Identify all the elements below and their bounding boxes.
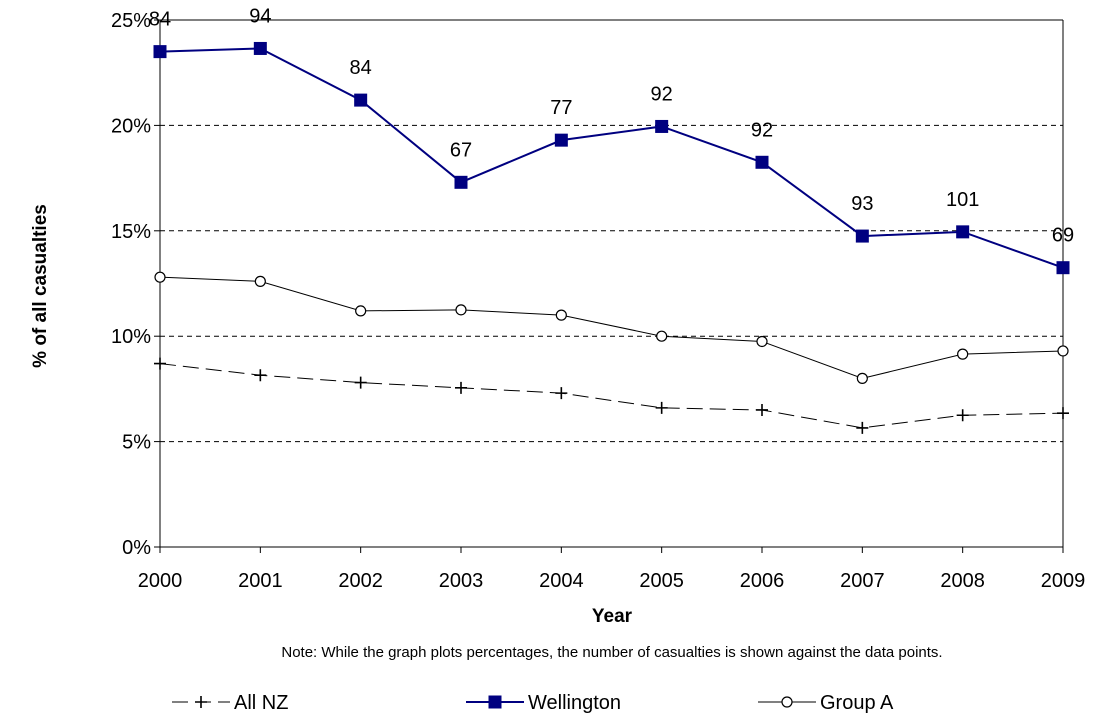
plus-marker bbox=[1057, 407, 1069, 420]
circle-marker bbox=[355, 305, 367, 317]
x-tick-label: 2001 bbox=[238, 570, 283, 592]
square-marker bbox=[755, 155, 769, 169]
data-labels: 84 94 84 67 77 92 92 93 101 69 bbox=[149, 5, 1074, 246]
x-tick-label: 2003 bbox=[439, 570, 484, 592]
series-line bbox=[159, 276, 1064, 379]
axes bbox=[154, 19, 1064, 553]
series-group-a bbox=[154, 271, 1069, 384]
x-tick-label: 2007 bbox=[840, 570, 885, 592]
circle-marker bbox=[957, 348, 969, 360]
legend-item-wellington: Wellington bbox=[466, 692, 621, 714]
legend-item-all-nz: All NZ bbox=[172, 692, 288, 714]
legend-label: All NZ bbox=[234, 692, 288, 714]
x-tick-labels: 2000 2001 2002 2003 2004 2005 2006 2007 2008 2009 bbox=[138, 570, 1086, 592]
circle-marker bbox=[254, 275, 266, 287]
y-tick-label: 5% bbox=[122, 432, 151, 454]
data-label: 69 bbox=[1052, 225, 1074, 247]
square-marker bbox=[488, 695, 502, 709]
legend-label: Group A bbox=[820, 692, 894, 714]
series-wellington bbox=[153, 41, 1070, 275]
plus-marker bbox=[455, 381, 467, 394]
plus-marker bbox=[354, 376, 367, 389]
data-label: 101 bbox=[946, 189, 979, 211]
circle-marker bbox=[455, 304, 467, 316]
circle-marker bbox=[756, 335, 768, 348]
y-tick-label: 20% bbox=[111, 115, 151, 137]
y-tick-label: 0% bbox=[122, 537, 151, 559]
plus-marker bbox=[956, 409, 969, 422]
legend-label: Wellington bbox=[528, 692, 621, 714]
data-label: 84 bbox=[149, 9, 171, 31]
plus-marker bbox=[154, 357, 166, 370]
square-marker bbox=[855, 229, 869, 243]
plus-marker bbox=[254, 369, 267, 382]
data-label: 77 bbox=[550, 97, 572, 119]
x-tick-label: 2008 bbox=[940, 570, 985, 592]
y-tick-label: 15% bbox=[111, 221, 151, 243]
plus-marker bbox=[756, 403, 768, 416]
plus-marker bbox=[195, 696, 207, 708]
legend-item-group-a: Group A bbox=[758, 692, 894, 714]
square-marker bbox=[153, 45, 167, 59]
x-tick-label: 2005 bbox=[639, 570, 684, 592]
data-label: 93 bbox=[851, 193, 873, 215]
square-marker bbox=[1056, 261, 1070, 275]
circle-marker bbox=[781, 696, 793, 708]
x-tick-label: 2002 bbox=[338, 570, 383, 592]
series-layer bbox=[153, 41, 1070, 434]
data-label: 92 bbox=[651, 83, 673, 105]
circle-marker bbox=[154, 271, 166, 283]
chart-note: Note: While the graph plots percentages,… bbox=[281, 644, 942, 661]
y-tick-label: 10% bbox=[111, 326, 151, 348]
series-line bbox=[159, 363, 1064, 429]
x-tick-label: 2004 bbox=[539, 570, 584, 592]
legend: All NZ Wellington Group A bbox=[172, 692, 894, 714]
plus-marker bbox=[655, 401, 668, 414]
y-tick-label: 25% bbox=[111, 10, 151, 32]
circle-marker bbox=[1057, 345, 1069, 357]
plus-marker bbox=[856, 421, 869, 434]
series-all-nz bbox=[154, 357, 1069, 434]
x-axis-title: Year bbox=[592, 606, 633, 627]
x-tick-label: 2000 bbox=[138, 570, 183, 592]
square-marker bbox=[655, 119, 669, 133]
square-marker bbox=[554, 133, 568, 147]
square-marker bbox=[454, 175, 468, 189]
series-line bbox=[159, 47, 1064, 269]
y-axis-title: % of all casualties bbox=[30, 204, 51, 368]
x-tick-label: 2009 bbox=[1041, 570, 1086, 592]
circle-marker bbox=[555, 309, 567, 321]
circle-marker bbox=[656, 330, 668, 342]
gridlines bbox=[160, 124, 1063, 443]
data-label: 94 bbox=[249, 5, 271, 27]
data-label: 67 bbox=[450, 139, 472, 161]
data-label: 84 bbox=[350, 57, 372, 79]
square-marker bbox=[354, 93, 368, 107]
y-tick-labels: 0% 5% 10% 15% 20% 25% bbox=[111, 10, 151, 559]
square-marker bbox=[956, 225, 970, 239]
plus-marker bbox=[555, 387, 568, 400]
data-label: 92 bbox=[751, 119, 773, 141]
square-marker bbox=[253, 41, 267, 55]
circle-marker bbox=[856, 372, 868, 384]
x-tick-label: 2006 bbox=[740, 570, 785, 592]
